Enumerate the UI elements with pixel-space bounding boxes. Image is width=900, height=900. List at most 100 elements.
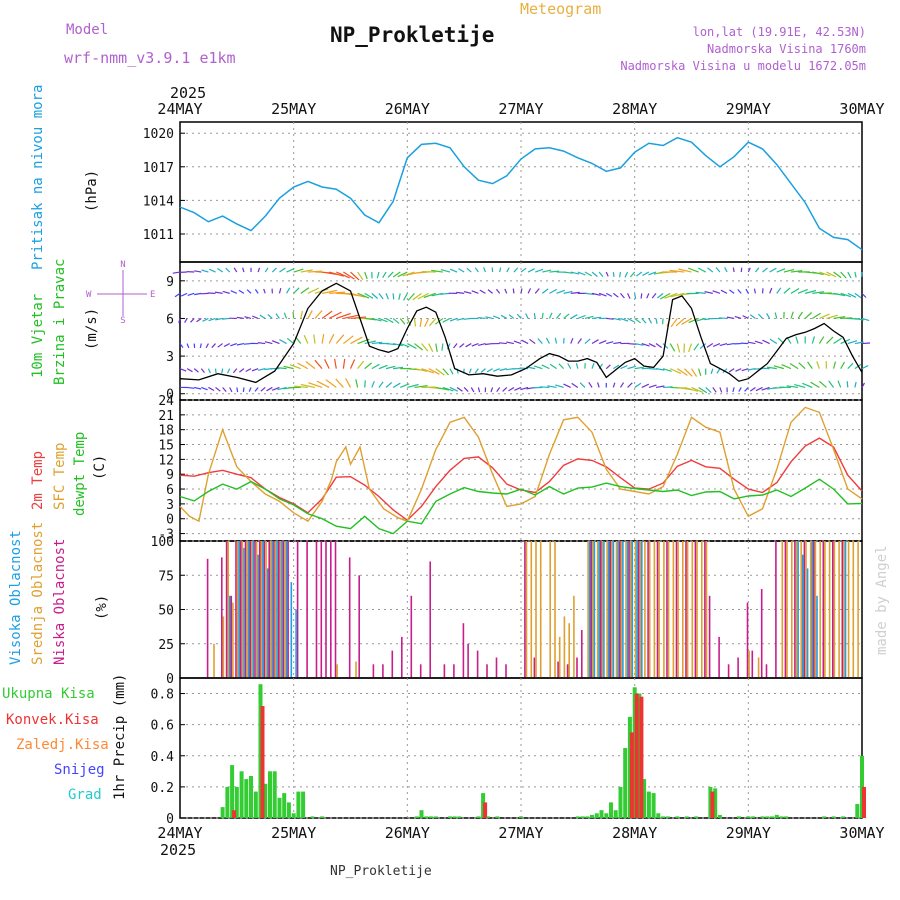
bar-srednja-oblacnost xyxy=(237,541,239,678)
wind-barb xyxy=(268,315,273,319)
bar-srednja-oblacnost xyxy=(630,541,632,678)
bar-srednja-oblacnost xyxy=(706,541,708,678)
wind-barb xyxy=(187,369,192,372)
bar-srednja-oblacnost xyxy=(644,541,646,678)
bar-ukupna-kisa xyxy=(311,816,315,818)
wind-barb xyxy=(379,382,383,388)
wind-barb xyxy=(301,311,303,318)
bar-niska-oblacnost xyxy=(600,541,602,678)
wind-barb xyxy=(222,369,223,374)
wind-barb xyxy=(628,318,635,322)
bar-ukupna-kisa xyxy=(604,813,608,818)
wind-barb xyxy=(689,344,692,352)
wind-barb xyxy=(485,344,493,345)
panel-frame xyxy=(180,122,862,262)
wind-barb xyxy=(528,288,530,293)
wind-barb xyxy=(279,340,286,344)
wind-barb xyxy=(606,365,610,369)
bar-srednja-oblacnost xyxy=(526,541,528,678)
wind-barb xyxy=(770,288,772,293)
bar-ukupna-kisa xyxy=(595,813,599,818)
wind-barb xyxy=(699,369,701,376)
bar-niska-oblacnost xyxy=(590,541,592,678)
bar-niska-oblacnost xyxy=(557,662,559,678)
y-tick-label: 1020 xyxy=(143,127,174,142)
wind-barb xyxy=(237,344,244,345)
bar-srednja-oblacnost xyxy=(256,541,258,678)
wind-barb xyxy=(358,361,364,369)
meteogram-chart: Model wrf-nmm_v3.9.1 e1km NP_Prokletije … xyxy=(0,0,900,900)
precip-label-4: Snijeg xyxy=(54,762,105,778)
bar-ukupna-kisa xyxy=(424,816,428,818)
wind-barb xyxy=(542,289,548,293)
bar-srednja-oblacnost xyxy=(796,541,798,678)
wind-barb xyxy=(613,383,614,388)
wind-barb xyxy=(521,268,526,272)
bar-niska-oblacnost xyxy=(278,541,280,678)
bar-ukupna-kisa xyxy=(576,816,580,818)
bar-niska-oblacnost xyxy=(505,664,507,678)
y-tick-label: 12 xyxy=(158,453,174,468)
wind-barb xyxy=(855,382,856,387)
wind-barb xyxy=(578,316,586,319)
bar-srednja-oblacnost xyxy=(284,541,286,678)
wind-barb xyxy=(708,268,713,272)
y-tick-label: 3 xyxy=(166,498,174,513)
wind-barb xyxy=(372,364,380,368)
wind-barb xyxy=(475,369,478,373)
wind-barb xyxy=(592,340,598,344)
bar-srednja-oblacnost xyxy=(687,541,689,678)
time-label-top: 30MAY xyxy=(839,100,884,118)
wind-barb xyxy=(467,268,471,272)
bar-srednja-oblacnost xyxy=(621,541,623,678)
bar-ukupna-kisa xyxy=(495,816,499,818)
wind-barb xyxy=(258,343,265,344)
bar-visoka-oblacnost xyxy=(248,541,250,678)
wind-barb xyxy=(243,268,244,272)
bar-niska-oblacnost xyxy=(226,541,228,678)
wind-barb xyxy=(535,289,539,294)
wind-barb xyxy=(606,293,612,296)
wind-barb xyxy=(834,338,842,343)
wind-barb xyxy=(848,363,853,368)
bar-srednja-oblacnost xyxy=(223,616,225,678)
bar-ukupna-kisa xyxy=(519,816,523,818)
wind-barb xyxy=(237,317,244,318)
wind-barb xyxy=(767,313,770,318)
precip-label-2: Konvek.Kisa xyxy=(6,712,99,728)
bar-niska-oblacnost xyxy=(647,541,649,678)
bar-niska-oblacnost xyxy=(534,658,536,679)
wind-barb xyxy=(284,313,286,319)
wind-barb xyxy=(255,289,258,293)
bar-srednja-oblacnost xyxy=(597,541,599,678)
bar-srednja-oblacnost xyxy=(692,541,694,678)
wind-barb xyxy=(279,288,280,293)
bar-visoka-oblacnost xyxy=(589,541,591,678)
wind-barb xyxy=(620,272,621,277)
y-tick-label: 75 xyxy=(158,569,174,584)
bar-srednja-oblacnost xyxy=(758,658,760,679)
wind-barb xyxy=(239,369,244,372)
wind-barb xyxy=(755,268,758,272)
wind-barb xyxy=(460,344,465,348)
wind-barb xyxy=(493,369,499,372)
bar-visoka-oblacnost xyxy=(291,582,293,678)
wind-barb xyxy=(784,288,790,293)
wind-barb xyxy=(200,344,201,348)
bar-niska-oblacnost xyxy=(373,664,375,678)
cloud-label-2: Srednja Oblacnost xyxy=(30,522,46,665)
bar-srednja-oblacnost xyxy=(280,541,282,678)
bar-niska-oblacnost xyxy=(785,541,787,678)
bar-ukupna-kisa xyxy=(718,815,722,818)
wind-barb xyxy=(314,335,315,344)
wind-barb xyxy=(459,269,465,272)
bar-visoka-oblacnost xyxy=(229,596,231,678)
wind-barb xyxy=(293,312,294,318)
wind-barb xyxy=(315,360,322,368)
wind-barb xyxy=(521,289,522,294)
y-tick-label: 6 xyxy=(166,483,174,498)
wind-barb xyxy=(425,318,429,326)
bar-srednja-oblacnost xyxy=(791,541,793,678)
wind-barb xyxy=(841,362,845,369)
wind-barb xyxy=(748,342,756,343)
